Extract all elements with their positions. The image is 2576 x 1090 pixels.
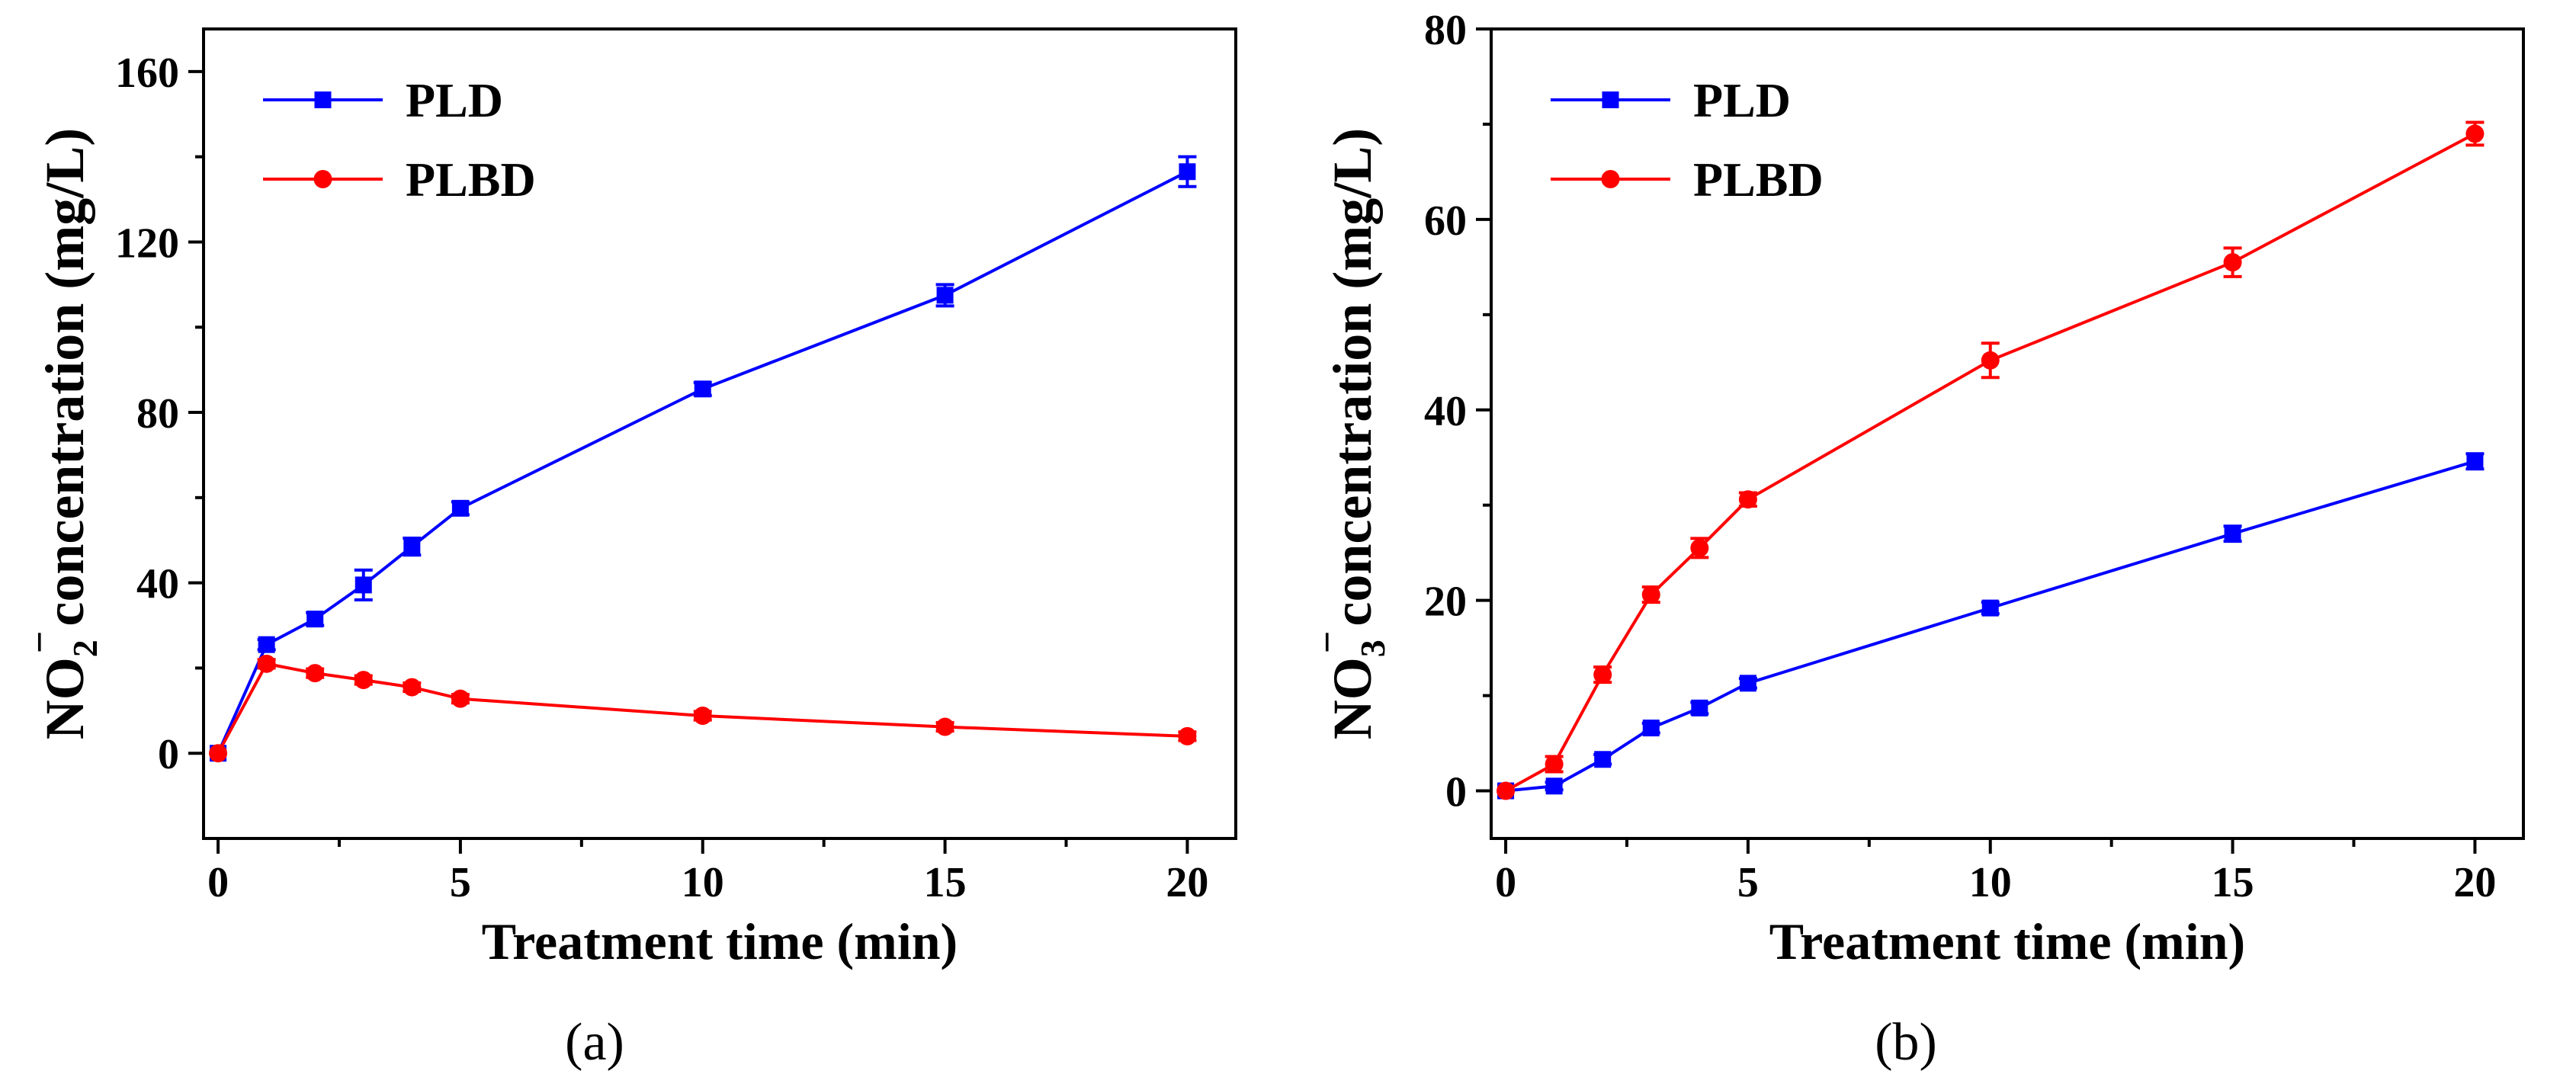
x-tick-label: 10 xyxy=(1969,859,2012,906)
y-title-no: NO xyxy=(1322,657,1383,739)
series-line xyxy=(1505,132,2476,793)
data-point xyxy=(451,499,469,517)
series-plbd xyxy=(1497,120,2485,800)
data-point xyxy=(306,664,325,683)
data-point xyxy=(2223,253,2242,272)
data-point xyxy=(1981,351,2000,370)
data-point xyxy=(354,671,373,690)
data-point xyxy=(2465,124,2485,143)
x-tick-label: 20 xyxy=(2453,859,2496,906)
legend-marker xyxy=(1601,170,1620,188)
data-point xyxy=(2224,525,2241,543)
x-axis-title: Treatment time (min) xyxy=(1769,912,2245,970)
series-line xyxy=(1505,460,2475,793)
x-tick-label: 15 xyxy=(2212,859,2254,906)
y-title-suffix: concentration (mg/L) xyxy=(34,128,95,627)
x-tick-label: 5 xyxy=(1737,859,1759,906)
panel-caption: (b) xyxy=(1875,1013,1937,1072)
legend-label: PLD xyxy=(406,73,503,127)
x-tick-label: 5 xyxy=(450,859,471,906)
data-point xyxy=(1641,585,1660,604)
data-point xyxy=(693,707,712,726)
data-point xyxy=(1738,490,1757,509)
data-point xyxy=(1690,538,1709,557)
data-point xyxy=(403,678,422,697)
x-tick-label: 20 xyxy=(1166,859,1208,906)
data-point xyxy=(306,611,324,628)
y-title-subscript: 2 xyxy=(66,640,104,657)
x-axis-title: Treatment time (min) xyxy=(482,912,958,970)
data-point xyxy=(257,654,276,673)
plot-frame xyxy=(1490,27,2525,840)
data-point xyxy=(935,717,954,736)
y-title-subscript: 3 xyxy=(1353,640,1392,657)
chart-panel-a: 0 5 10 15 20 0 40 80 120 160 Treatment time (min) N… xyxy=(18,27,1237,1072)
data-point xyxy=(258,636,275,653)
data-point xyxy=(1739,675,1756,692)
data-point xyxy=(1593,665,1612,684)
y-tick-label: 40 xyxy=(1424,388,1467,435)
data-point xyxy=(451,689,470,708)
data-point xyxy=(1545,777,1563,795)
y-axis-title: NO3− concentration (mg/L) xyxy=(1306,128,1392,740)
legend-marker xyxy=(1602,91,1619,108)
x-tick-label: 10 xyxy=(682,859,724,906)
y-title-no: NO xyxy=(34,657,95,739)
legend-marker xyxy=(314,91,332,108)
x-tick-label: 0 xyxy=(1495,859,1516,906)
data-point xyxy=(354,576,372,594)
data-point xyxy=(1545,755,1564,774)
y-tick-label: 160 xyxy=(115,50,179,97)
data-point xyxy=(1497,781,1516,800)
x-tick-label: 0 xyxy=(207,859,229,906)
data-point xyxy=(694,380,711,398)
y-tick-label: 40 xyxy=(136,561,179,608)
y-tick-label: 80 xyxy=(136,390,179,438)
x-tick-label: 15 xyxy=(924,859,967,906)
data-point xyxy=(1691,699,1708,717)
data-point xyxy=(936,287,954,304)
y-tick-label: 60 xyxy=(1424,197,1467,245)
y-tick-label: 0 xyxy=(158,731,179,778)
y-title-superscript: − xyxy=(18,631,62,654)
legend-label: PLD xyxy=(1693,73,1791,127)
plot-frame xyxy=(202,27,1237,840)
y-title-superscript: − xyxy=(1306,631,1349,654)
legend-label: PLBD xyxy=(406,152,536,207)
series-line xyxy=(217,170,1189,755)
legend-marker xyxy=(313,170,332,188)
y-tick-label: 80 xyxy=(1424,7,1467,54)
y-tick-label: 0 xyxy=(1445,769,1467,816)
y-title-suffix: concentration (mg/L) xyxy=(1322,128,1383,627)
data-point xyxy=(2466,453,2484,470)
data-point xyxy=(1981,599,1999,617)
data-point xyxy=(1179,163,1196,181)
y-axis-title: NO2− concentration (mg/L) xyxy=(18,128,104,740)
chart-panel-b: 0 5 10 15 20 0 20 40 60 80 Treatment time (min) NO3… xyxy=(1306,7,2525,1072)
series-pld xyxy=(1497,452,2485,800)
data-point xyxy=(1178,726,1197,745)
y-tick-label: 20 xyxy=(1424,579,1467,626)
series-plbd xyxy=(209,654,1197,763)
data-point xyxy=(403,538,421,556)
data-point xyxy=(209,744,228,763)
legend-label: PLBD xyxy=(1693,152,1824,207)
series-pld xyxy=(210,155,1197,762)
data-point xyxy=(1594,751,1612,768)
y-tick-label: 120 xyxy=(115,220,179,267)
data-point xyxy=(1642,720,1660,737)
panel-caption: (a) xyxy=(565,1013,624,1072)
